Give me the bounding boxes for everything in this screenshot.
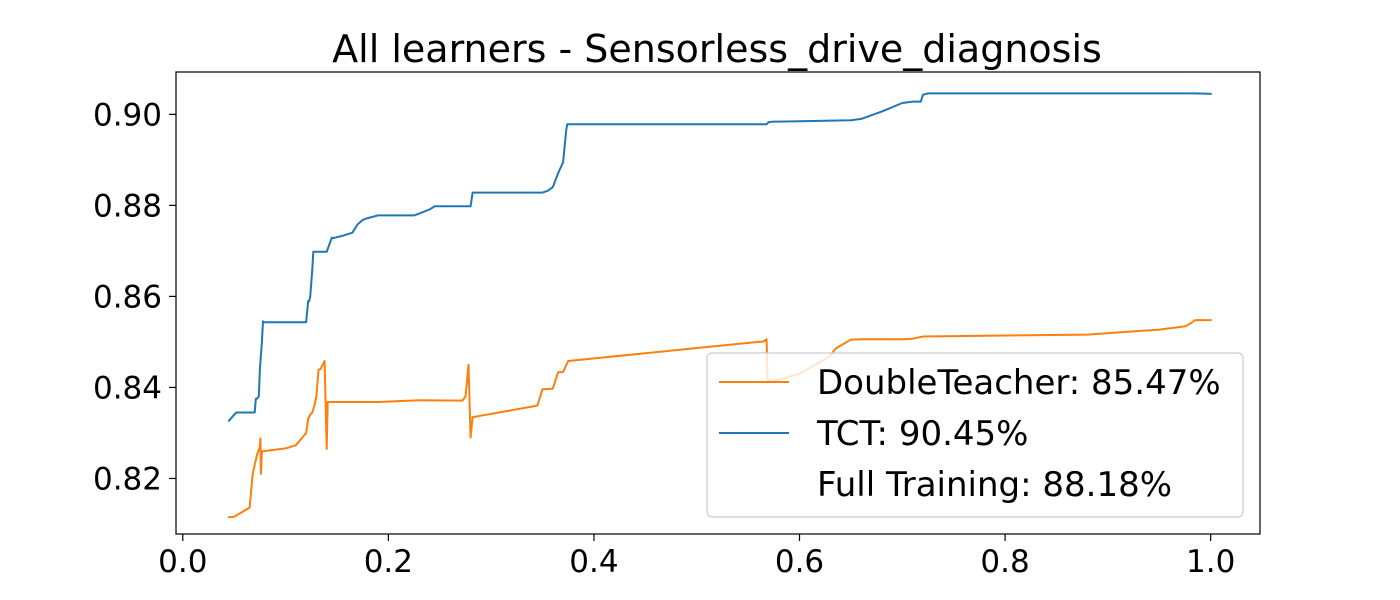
y-axis: 0.82 0.84 0.86 0.88 0.90 <box>93 97 176 497</box>
legend-label: Full Training: 88.18% <box>817 465 1172 505</box>
series-line-doubleteacher <box>227 319 1212 519</box>
x-tick-label: 0.4 <box>569 544 618 580</box>
y-tick-label: 0.88 <box>93 188 162 224</box>
legend: DoubleTeacher: 85.47% TCT: 90.45% Full Tra… <box>706 352 1244 518</box>
series-line-tct <box>227 92 1212 423</box>
legend-label: TCT: 90.45% <box>816 414 1028 454</box>
x-tick-label: 0.8 <box>980 544 1029 580</box>
x-tick-label: 0.2 <box>364 544 413 580</box>
x-tick-label: 0.0 <box>158 544 207 580</box>
y-tick-label: 0.84 <box>93 370 162 406</box>
x-tick-label: 0.6 <box>775 544 824 580</box>
y-tick-label: 0.90 <box>93 97 162 133</box>
legend-box <box>706 352 1244 518</box>
axes-frame <box>175 71 1261 535</box>
chart-title: All learners - Sensorless_drive_diagnosi… <box>332 27 1102 71</box>
x-tick-label: 1.0 <box>1186 544 1235 580</box>
x-axis: 0.0 0.2 0.4 0.6 0.8 1.0 <box>158 534 1235 580</box>
y-tick-label: 0.82 <box>93 461 162 497</box>
y-tick-label: 0.86 <box>93 279 162 315</box>
legend-label: DoubleTeacher: 85.47% <box>817 363 1221 403</box>
plot-area <box>175 71 1261 535</box>
